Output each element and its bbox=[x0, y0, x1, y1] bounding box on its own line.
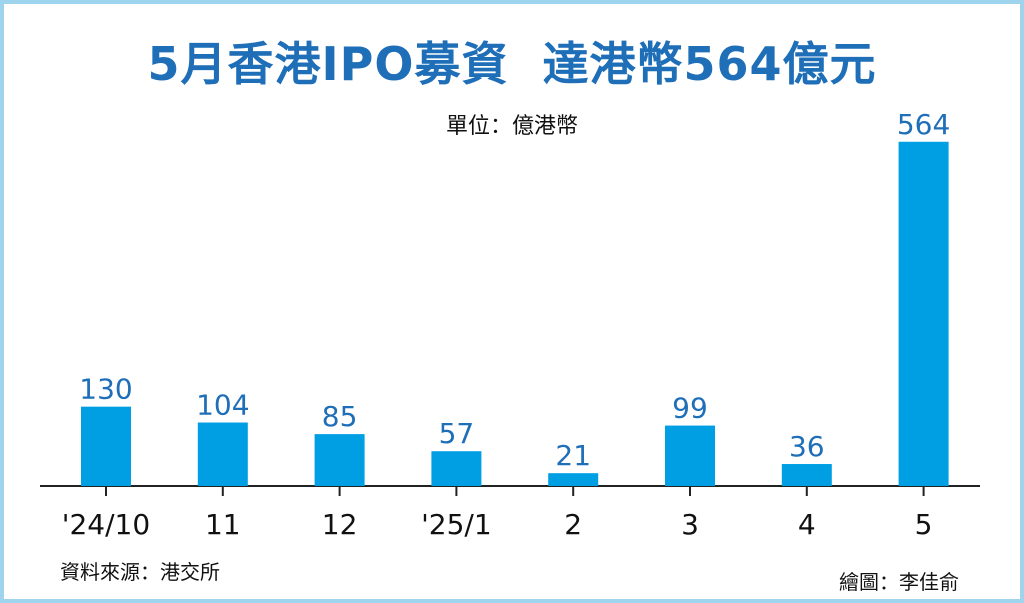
bar-7 bbox=[898, 141, 949, 487]
source-note: 資料來源：港交所 bbox=[60, 560, 220, 584]
bar-0 bbox=[81, 406, 131, 486]
category-label-2: 12 bbox=[322, 508, 358, 541]
category-label-4: 2 bbox=[564, 508, 582, 541]
value-label-5: 99 bbox=[672, 392, 708, 425]
category-label-6: 4 bbox=[798, 508, 816, 541]
bar-chart: 130 104 85 57 21 99 36 564 '24/10 11 12 '25/1 2 3 4 5 bbox=[40, 108, 980, 541]
category-label-1: 11 bbox=[205, 508, 241, 541]
category-label-5: 3 bbox=[681, 508, 699, 541]
bar-4 bbox=[548, 473, 599, 486]
category-label-0: '24/10 bbox=[62, 508, 150, 541]
bar-2 bbox=[314, 434, 365, 486]
value-label-3: 57 bbox=[439, 417, 475, 450]
category-label-7: 5 bbox=[915, 508, 933, 541]
value-label-4: 21 bbox=[555, 439, 591, 472]
bar-1 bbox=[197, 422, 248, 486]
category-label-3: '25/1 bbox=[421, 508, 492, 541]
bar-6 bbox=[781, 464, 832, 486]
value-label-6: 36 bbox=[789, 430, 825, 463]
value-label-1: 104 bbox=[196, 389, 249, 422]
unit-label: 單位：億港幣 bbox=[445, 114, 578, 139]
value-label-2: 85 bbox=[322, 400, 358, 433]
credit-note: 繪圖：李佳俞 bbox=[839, 570, 959, 594]
value-label-0: 130 bbox=[79, 373, 132, 406]
bar-3 bbox=[431, 451, 482, 486]
bar-5 bbox=[665, 425, 715, 486]
value-label-7: 564 bbox=[897, 108, 950, 141]
chart-title: 5月香港IPO募資 達港幣564億元 bbox=[147, 37, 877, 91]
